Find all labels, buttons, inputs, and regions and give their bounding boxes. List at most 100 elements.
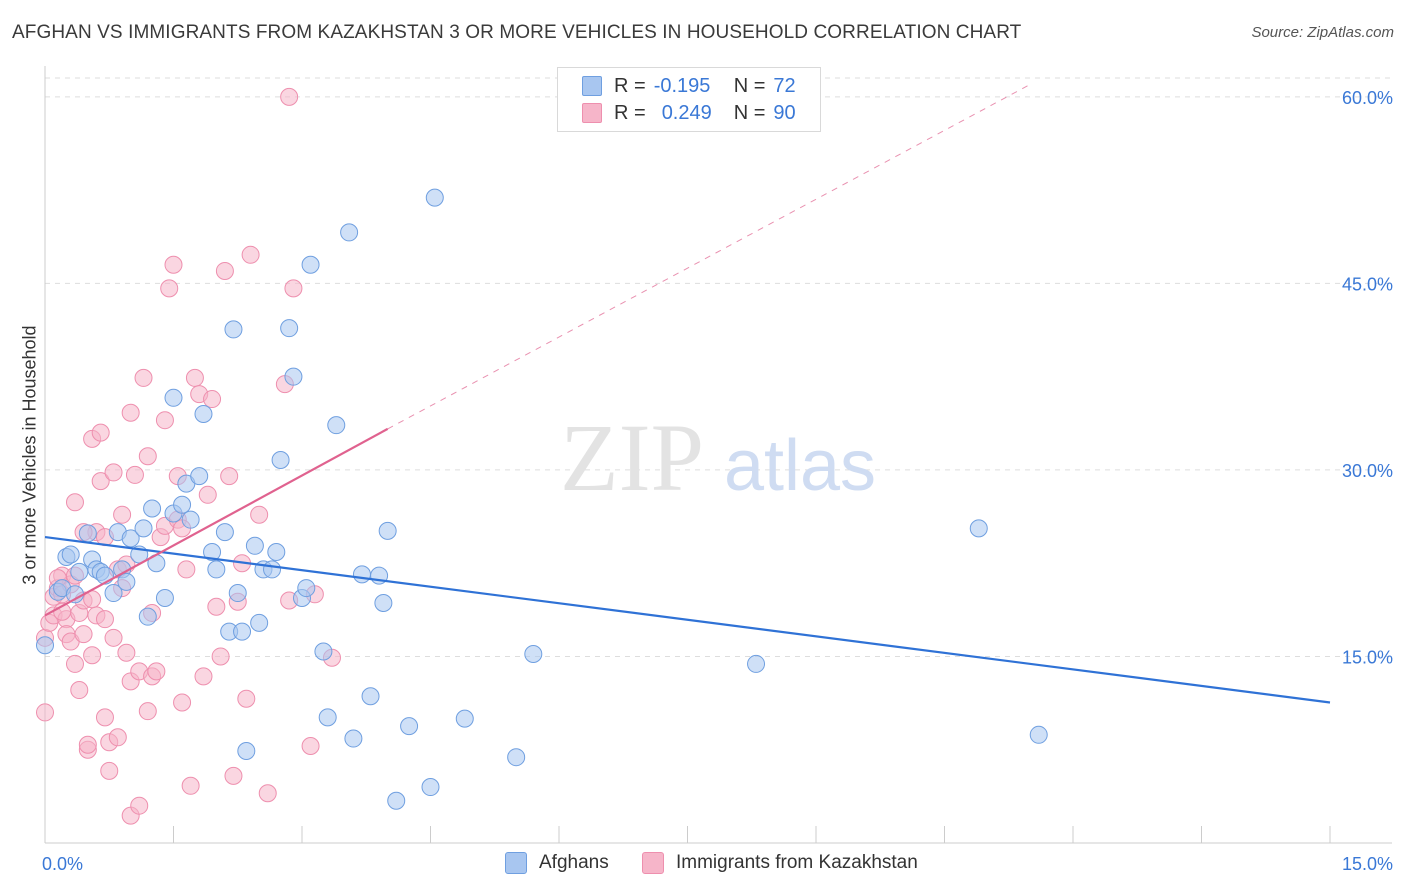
watermark: ZIP atlas: [560, 404, 876, 511]
data-point: [36, 703, 54, 722]
data-point: [125, 465, 144, 484]
blue-points: [36, 188, 1048, 810]
y-tick-label: 15.0%: [1342, 647, 1393, 667]
data-point: [185, 368, 204, 387]
data-point: [318, 708, 337, 727]
data-point: [280, 319, 299, 338]
tick-labels: 15.0% 30.0% 45.0% 60.0% 0.0% 15.0%: [42, 88, 1393, 874]
data-point: [155, 589, 174, 608]
data-point: [228, 584, 247, 603]
data-point: [250, 505, 269, 524]
data-point: [95, 708, 114, 727]
legend-row-kazakhstan: R = 0.249 N = 90: [582, 101, 796, 125]
chart-title: AFGHAN VS IMMIGRANTS FROM KAZAKHSTAN 3 O…: [12, 22, 1022, 43]
axes: [44, 66, 1392, 844]
x-tick-label: 0.0%: [42, 854, 83, 874]
data-point: [143, 499, 162, 518]
data-point: [100, 761, 119, 780]
data-point: [130, 796, 149, 815]
data-point: [207, 597, 226, 616]
data-point: [224, 766, 243, 785]
data-point: [173, 495, 192, 514]
data-point: [65, 493, 84, 512]
data-point: [194, 404, 213, 423]
data-point: [181, 776, 200, 795]
data-point: [104, 628, 123, 647]
kazakhstan-trend-extension: [387, 83, 1031, 430]
afghans-trend-line: [44, 535, 1331, 704]
data-point: [121, 403, 140, 422]
data-point: [78, 735, 97, 754]
data-point: [220, 467, 239, 486]
data-point: [237, 689, 256, 708]
data-point: [250, 613, 269, 632]
series-swatch-blue: [505, 852, 527, 874]
data-point: [194, 667, 213, 686]
data-point: [203, 543, 222, 562]
data-point: [374, 593, 393, 612]
data-point: [190, 467, 209, 486]
data-point: [340, 223, 359, 242]
data-point: [104, 584, 123, 603]
data-point: [425, 188, 444, 207]
series-swatch-pink: [642, 852, 664, 874]
data-point: [387, 791, 406, 810]
data-point: [344, 729, 363, 748]
watermark-atlas: atlas: [724, 426, 876, 506]
data-point: [263, 560, 282, 579]
data-point: [280, 87, 299, 106]
legend-n-value: 72: [773, 74, 796, 97]
data-point: [160, 279, 179, 298]
data-point: [70, 681, 89, 700]
data-point: [301, 255, 320, 274]
data-point: [113, 505, 132, 524]
kazakhstan-trend-line: [44, 427, 389, 617]
data-point: [241, 245, 260, 264]
data-point: [301, 737, 320, 756]
watermark-zip: ZIP: [560, 404, 704, 511]
data-point: [284, 367, 303, 386]
data-point: [258, 784, 277, 803]
legend-swatch-blue: [582, 76, 602, 96]
data-point: [237, 741, 256, 760]
legend-swatch-pink: [582, 103, 602, 123]
data-point: [83, 646, 102, 665]
data-point: [267, 543, 286, 562]
data-point: [198, 485, 217, 504]
data-point: [203, 390, 222, 409]
legend-n-label: N =: [733, 101, 766, 124]
data-point: [215, 523, 234, 542]
data-point: [91, 472, 110, 491]
data-point: [117, 572, 136, 591]
data-point: [147, 662, 166, 681]
data-point: [91, 423, 110, 442]
data-point: [224, 320, 243, 339]
data-point: [164, 388, 183, 407]
data-point: [211, 647, 230, 666]
data-point: [104, 463, 123, 482]
data-point: [378, 521, 397, 540]
y-tick-label: 30.0%: [1342, 461, 1393, 481]
data-point: [400, 717, 419, 736]
data-point: [207, 560, 226, 579]
data-point: [245, 536, 264, 555]
data-point: [455, 709, 474, 728]
legend-r-label: R =: [614, 101, 646, 124]
data-point: [215, 261, 234, 280]
data-point: [352, 565, 371, 584]
data-point: [507, 748, 526, 767]
data-point: [36, 636, 54, 655]
data-point: [1029, 725, 1048, 744]
chart-source: Source: ZipAtlas.com: [1251, 24, 1394, 41]
pink-points: [36, 87, 341, 825]
data-point: [95, 610, 114, 629]
data-point: [524, 644, 543, 663]
data-point: [164, 255, 183, 274]
trend-lines: [44, 83, 1331, 704]
data-point: [117, 643, 136, 662]
legend-r-value: 0.249: [661, 101, 712, 124]
data-point: [271, 450, 290, 469]
y-tick-label: 60.0%: [1342, 88, 1393, 108]
stats-legend: R = -0.195 N = 72 R = 0.249 N = 90: [557, 67, 821, 132]
